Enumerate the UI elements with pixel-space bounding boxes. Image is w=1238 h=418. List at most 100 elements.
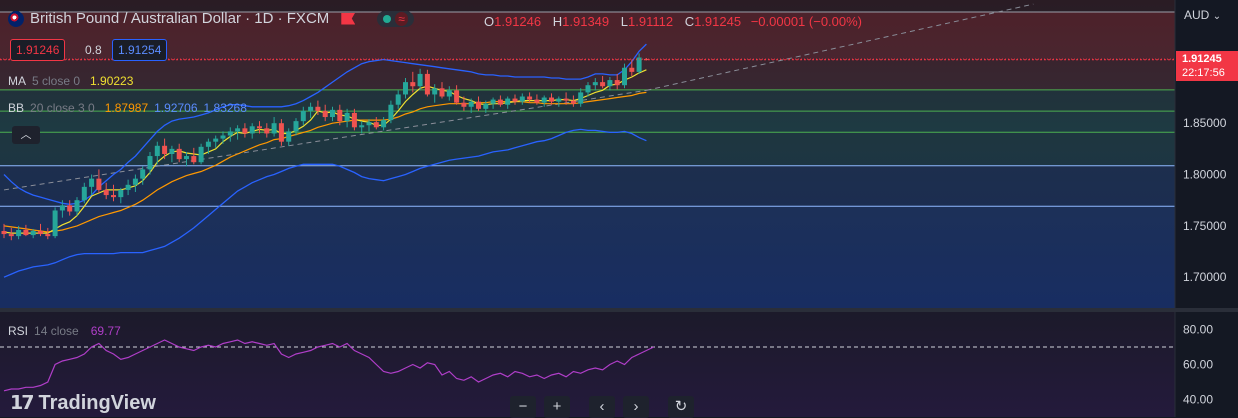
sell-button[interactable]: 1.91246: [10, 39, 66, 61]
price-zone: [0, 165, 1175, 207]
candle-body: [278, 123, 284, 142]
candle-body: [439, 88, 445, 97]
candle-body: [505, 98, 511, 105]
brand-logo[interactable]: 𝟭𝟳 TradingView: [10, 392, 156, 415]
minus-icon: −: [518, 398, 528, 415]
candle-body: [468, 101, 474, 107]
candle-body: [300, 110, 306, 122]
candle-body: [446, 90, 452, 97]
candle-body: [293, 121, 299, 132]
candle-body: [424, 73, 430, 95]
collapse-legend-button[interactable]: ︿: [12, 126, 40, 144]
candle-body: [585, 85, 591, 93]
bb-params: 20 close 3 0: [30, 101, 95, 115]
high-label: H: [552, 14, 563, 29]
candle-body: [169, 148, 175, 154]
candle-body: [213, 138, 219, 142]
candle-body: [359, 125, 365, 128]
close-label: C: [684, 14, 695, 29]
candle-body: [322, 110, 328, 118]
candle-body: [154, 145, 160, 157]
ma-value: 1.90223: [90, 74, 134, 88]
spread-value: 0.8: [85, 43, 102, 57]
market-open-icon: [383, 14, 392, 23]
ma-params: 5 close 0: [32, 74, 81, 88]
candle-body: [519, 96, 525, 102]
candle-body: [337, 109, 343, 122]
candle-body: [308, 106, 314, 111]
bb-upper-value: 1.92706: [154, 101, 198, 115]
scroll-right-button[interactable]: ›: [623, 396, 649, 418]
rsi-tick-label: 40.00: [1183, 393, 1213, 407]
bb-lower-line: [3, 128, 647, 278]
bb-legend[interactable]: BB 20 close 3 0 1.87987 1.92706 1.83268: [8, 101, 247, 115]
price-tick-label: 1.80000: [1183, 168, 1227, 182]
candle-body: [132, 178, 138, 185]
rsi-tick-label: 60.00: [1183, 358, 1213, 372]
candle-body: [512, 98, 518, 102]
candle-body: [220, 135, 226, 139]
candle-body: [490, 99, 496, 104]
chevron-up-icon: ︿: [20, 129, 32, 141]
candle-body: [366, 122, 372, 126]
candle-body: [497, 99, 503, 105]
scroll-left-button[interactable]: ‹: [589, 396, 615, 418]
candle-body: [643, 59, 649, 61]
chevron-left-icon: ‹: [599, 398, 605, 415]
price-tick-label: 1.85000: [1183, 116, 1227, 130]
candle-body: [461, 102, 467, 107]
candle-body: [191, 156, 197, 163]
candle-body: [242, 128, 248, 134]
candle-body: [541, 97, 547, 103]
candle-body: [184, 156, 189, 160]
candle-body: [388, 104, 394, 121]
trendline: [646, 3, 1034, 91]
rsi-legend[interactable]: RSI 14 close 69.77: [8, 324, 121, 338]
zoom-in-button[interactable]: +: [544, 396, 570, 418]
reset-icon: ↻: [674, 398, 688, 415]
candle-body: [30, 231, 36, 236]
low-value: 1.91112: [628, 14, 674, 29]
market-status-badge[interactable]: ≈: [377, 10, 414, 27]
candle-body: [570, 100, 576, 104]
rsi-pane-background: [0, 312, 1175, 417]
ma-legend[interactable]: MA 5 close 0 1.90223: [8, 74, 133, 88]
candle-body: [198, 146, 204, 163]
candle-body: [264, 128, 270, 134]
buy-button[interactable]: 1.91254: [112, 39, 168, 61]
candle-body: [96, 178, 102, 190]
candle-body: [614, 80, 620, 86]
candle-body: [636, 57, 642, 72]
candle-body: [373, 122, 379, 128]
candle-body: [8, 234, 14, 237]
candle-body: [556, 98, 562, 102]
candle-body: [476, 101, 481, 109]
candle-body: [417, 73, 423, 87]
candle-body: [578, 92, 584, 104]
candle-body: [344, 112, 350, 122]
change-value: −0.00001 (−0.00%): [750, 14, 863, 29]
zoom-out-button[interactable]: −: [510, 396, 536, 418]
candle-body: [549, 97, 554, 102]
rsi-params: 14 close: [34, 324, 79, 338]
candle-body: [410, 82, 416, 87]
trendline: [3, 89, 647, 191]
rsi-line: [3, 339, 654, 392]
candle-body: [45, 234, 51, 237]
currency-selector[interactable]: AUD ⌄: [1184, 8, 1221, 22]
symbol-title[interactable]: British Pound / Australian Dollar · 1D ·…: [30, 10, 330, 27]
open-value: 1.91246: [494, 14, 542, 29]
high-value: 1.91349: [562, 14, 610, 29]
candle-body: [162, 145, 168, 154]
signal-icon: ≈: [395, 11, 408, 26]
candle-body: [52, 210, 58, 237]
bar-countdown: 22:17:56: [1182, 67, 1225, 79]
candle-body: [483, 103, 489, 109]
price-tick-label: 1.70000: [1183, 270, 1227, 284]
candle-body: [38, 231, 43, 235]
flag-marker-icon[interactable]: [341, 12, 356, 25]
reset-button[interactable]: ↻: [668, 396, 694, 418]
symbol-header: British Pound / Australian Dollar · 1D ·…: [8, 10, 414, 27]
bb-lower-value: 1.83268: [203, 101, 247, 115]
